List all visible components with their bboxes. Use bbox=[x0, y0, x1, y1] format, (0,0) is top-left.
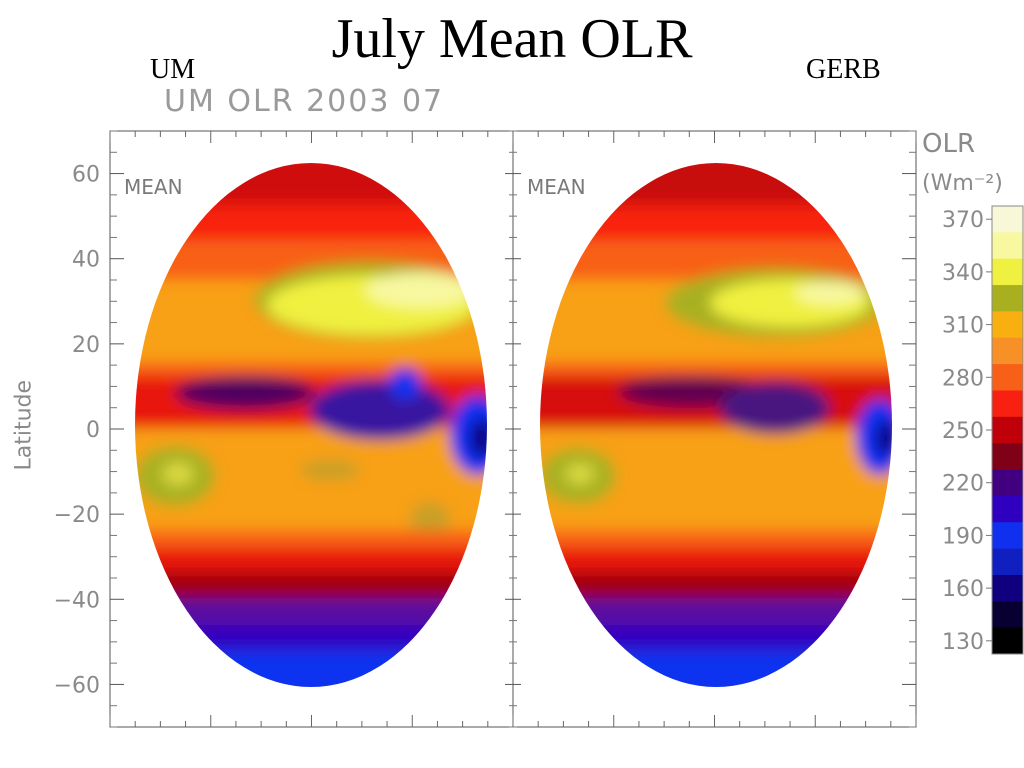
x-axis bbox=[109, 131, 917, 727]
colorbar-swatch bbox=[992, 232, 1023, 260]
colorbar-tick-label: 310 bbox=[942, 314, 984, 339]
um-panel-label: UM bbox=[150, 54, 196, 85]
y-tick-label: 20 bbox=[72, 333, 100, 358]
y-tick-label: −40 bbox=[54, 588, 100, 613]
colorbar-tick-label: 130 bbox=[942, 630, 984, 655]
um-map: MEAN bbox=[124, 163, 487, 687]
gerb-mean-annotation: MEAN bbox=[527, 175, 586, 199]
colorbar-swatch bbox=[992, 206, 1023, 233]
slide-title: July Mean OLR bbox=[331, 8, 693, 70]
colorbar-swatches bbox=[991, 205, 1024, 655]
colorbar-swatch bbox=[992, 627, 1023, 655]
colorbar-tick-label: 370 bbox=[942, 208, 984, 233]
y-tick-label: 60 bbox=[72, 163, 100, 188]
colorbar-swatch bbox=[992, 495, 1023, 523]
colorbar: OLR (Wm⁻²) 370 340 310 280 250 220 190 160 130 bbox=[922, 129, 1024, 655]
colorbar-swatch bbox=[992, 337, 1023, 365]
y-axis: 60 40 20 0 −20 −40 −60 bbox=[54, 130, 916, 728]
colorbar-swatch bbox=[992, 469, 1023, 497]
colorbar-swatch bbox=[992, 548, 1023, 576]
y-tick-label: −60 bbox=[54, 673, 100, 698]
colorbar-labels: 370 340 310 280 250 220 190 160 130 bbox=[942, 208, 992, 655]
colorbar-swatch bbox=[992, 311, 1023, 339]
colorbar-tick-label: 220 bbox=[942, 472, 984, 497]
colorbar-swatch bbox=[992, 443, 1023, 471]
colorbar-swatch bbox=[992, 390, 1023, 418]
y-tick-label: −20 bbox=[54, 503, 100, 528]
colorbar-swatch bbox=[992, 522, 1023, 550]
colorbar-units: (Wm⁻²) bbox=[922, 171, 1003, 196]
colorbar-swatch bbox=[992, 364, 1023, 391]
plot-title: UM OLR 2003 07 bbox=[164, 84, 445, 119]
colorbar-swatch bbox=[992, 258, 1023, 286]
colorbar-tick-label: 250 bbox=[942, 419, 984, 444]
colorbar-tick-label: 280 bbox=[942, 366, 984, 391]
y-tick-label: 0 bbox=[86, 418, 100, 443]
um-mean-annotation: MEAN bbox=[124, 175, 183, 199]
colorbar-swatch bbox=[992, 416, 1023, 444]
colorbar-swatch bbox=[992, 574, 1023, 602]
y-tick-label: 40 bbox=[72, 248, 100, 273]
gerb-panel-label: GERB bbox=[806, 54, 881, 85]
gerb-map: MEAN bbox=[527, 163, 892, 687]
colorbar-tick-label: 340 bbox=[942, 261, 984, 286]
colorbar-tick-label: 190 bbox=[942, 524, 984, 549]
colorbar-tick-label: 160 bbox=[942, 577, 984, 602]
colorbar-swatch bbox=[992, 601, 1023, 629]
colorbar-swatch bbox=[992, 285, 1023, 312]
colorbar-title: OLR bbox=[922, 129, 975, 159]
